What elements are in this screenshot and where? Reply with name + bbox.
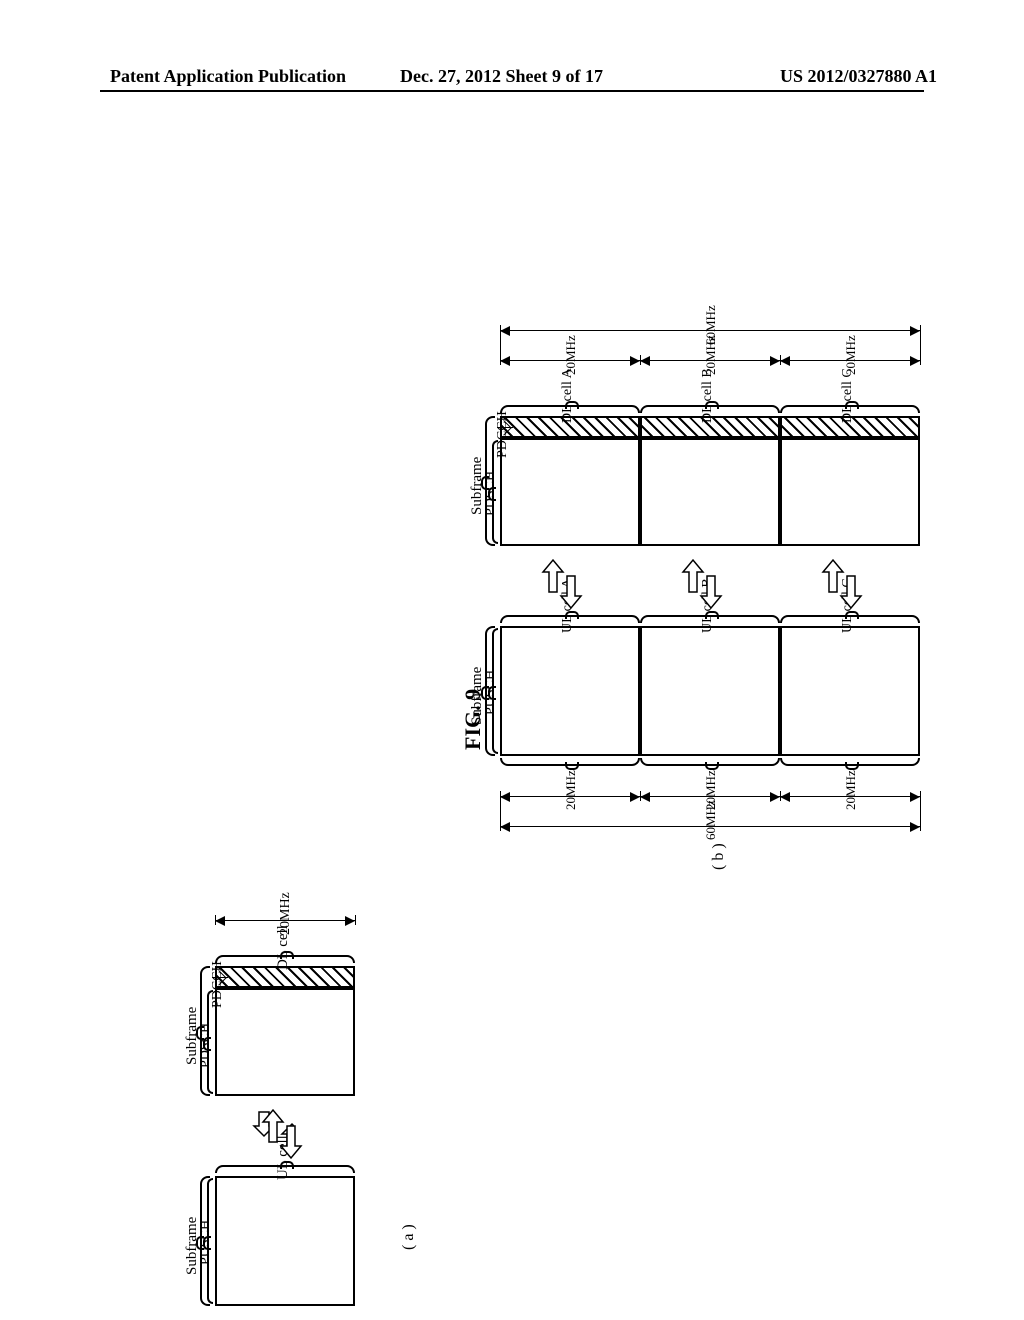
fig-a-pusch-label: PUSCH xyxy=(198,1220,214,1265)
fig-b-dl-div2 xyxy=(780,416,781,546)
fig-b-dl-a-label: DL cell A xyxy=(560,368,576,423)
fig-a-pdcch-lead xyxy=(212,977,228,978)
fig-b-dl-a-pdsch xyxy=(500,438,640,546)
fig-b-ul-c xyxy=(780,626,920,756)
fig-b-pdcch-lead xyxy=(497,427,513,428)
fig-a-pdsch-label-clean: PDSCH xyxy=(198,1023,214,1068)
fig-b-ul-b xyxy=(640,626,780,756)
fig-b-arrows-b xyxy=(675,558,735,612)
header-mid: Dec. 27, 2012 Sheet 9 of 17 xyxy=(400,66,603,87)
fig-b-ul-div1 xyxy=(640,626,641,756)
header-left: Patent Application Publication xyxy=(110,66,346,87)
fig-a-ul-pusch xyxy=(215,1176,355,1306)
fig-b-ul-div2 xyxy=(780,626,781,756)
fig-a-dl-pdsch xyxy=(215,988,355,1096)
header-right: US 2012/0327880 A1 xyxy=(780,66,937,87)
fig-a-arrows-svg xyxy=(255,1108,315,1162)
fig-a-sublabel: ( a ) xyxy=(400,1224,418,1250)
fig-b-dl-div1 xyxy=(640,416,641,546)
fig-b-arrows-c xyxy=(815,558,875,612)
fig-b-dl-20-c-t: 20MHz xyxy=(843,335,859,375)
fig-b-dl-b-label: DL cell B xyxy=(700,368,716,423)
fig-b-sublabel: ( b ) xyxy=(710,843,728,870)
figure-area: FIG. 9 Subframe PDCCH PDSCH [data-name="… xyxy=(80,160,944,1240)
fig-b-dl-c-label: DL cell C xyxy=(840,368,856,423)
fig-b-dl-60-t: 60MHz xyxy=(703,305,719,345)
fig-b-arrows-a xyxy=(535,558,595,612)
header-rule xyxy=(100,90,924,92)
fig-b-dl-c-pdsch xyxy=(780,438,920,546)
fig-b-dl-b-pdsch xyxy=(640,438,780,546)
fig-b-pusch-label: PUSCH xyxy=(483,670,499,715)
fig-b-ul-a xyxy=(500,626,640,756)
fig-b-ul-b-brace-bot xyxy=(640,758,780,766)
fig-a-dl-20mhz: 20MHz xyxy=(278,892,294,935)
fig-b-ul-a-brace-bot xyxy=(500,758,640,766)
fig-b-dl-20-a-t: 20MHz xyxy=(563,335,579,375)
page-header: Patent Application Publication Dec. 27, … xyxy=(0,66,1024,87)
fig-b-ul-20-a-t: 20MHz xyxy=(563,770,579,810)
fig-b-ul-60-t: 60MHz xyxy=(703,800,719,840)
fig-b-ul-20-c-t: 20MHz xyxy=(843,770,859,810)
fig-b-pdsch-label: PDSCH xyxy=(483,471,499,516)
fig-b-ul-c-brace-bot xyxy=(780,758,920,766)
